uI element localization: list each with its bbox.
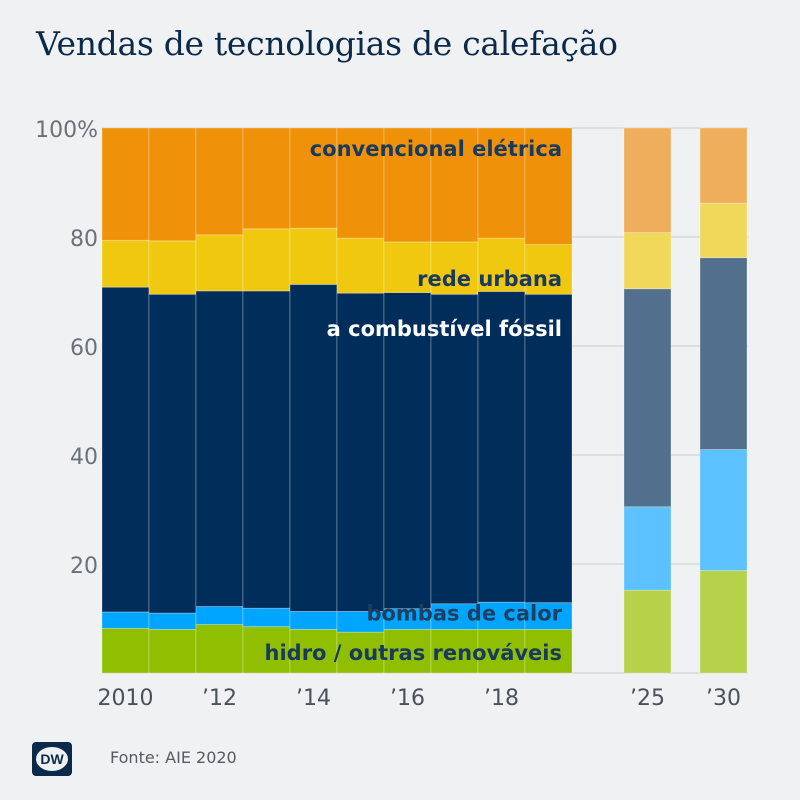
y-tick-label: 100% bbox=[35, 118, 98, 143]
bar-segment bbox=[289, 629, 338, 674]
bar-segment bbox=[101, 127, 150, 241]
bar-segment bbox=[524, 629, 573, 674]
series-label: a combustível fóssil bbox=[327, 317, 562, 341]
x-tick-label: ’25 bbox=[630, 686, 665, 711]
dw-logo: DW bbox=[32, 742, 72, 776]
bar-segment bbox=[336, 237, 385, 294]
bar-segment bbox=[430, 241, 479, 295]
y-tick-label: 80 bbox=[70, 227, 98, 252]
bar-segment bbox=[148, 629, 197, 674]
x-tick-label: ’30 bbox=[706, 686, 741, 711]
bar-segment bbox=[699, 202, 748, 259]
bar-segment bbox=[101, 627, 150, 674]
bar-segment bbox=[623, 288, 672, 508]
bar-segment bbox=[699, 570, 748, 674]
chart-title: Vendas de tecnologias de calefação bbox=[36, 24, 618, 63]
bar-segment bbox=[289, 227, 338, 285]
bar-segment bbox=[336, 127, 385, 239]
bar-segment bbox=[289, 284, 338, 612]
bar-segment bbox=[336, 292, 385, 612]
bar-segment bbox=[430, 603, 479, 630]
bar-segment bbox=[101, 611, 150, 629]
bar-segment bbox=[623, 506, 672, 591]
bar-segment bbox=[623, 232, 672, 290]
bar-segment bbox=[383, 292, 432, 610]
bar-segment bbox=[289, 611, 338, 630]
bar-segment bbox=[699, 449, 748, 571]
bar-segment bbox=[242, 290, 291, 609]
y-tick-label: 40 bbox=[70, 445, 98, 470]
bar-segment bbox=[148, 240, 197, 295]
series-label: convencional elétrica bbox=[310, 137, 562, 161]
bar-segment bbox=[699, 257, 748, 450]
series-label: rede urbana bbox=[417, 267, 562, 291]
bar-segment bbox=[195, 234, 244, 292]
bar-segment bbox=[524, 127, 573, 246]
y-tick-label: 60 bbox=[70, 336, 98, 361]
bar-segment bbox=[430, 629, 479, 674]
bar-segment bbox=[195, 624, 244, 674]
bar-segment bbox=[242, 607, 291, 628]
bar-segment bbox=[699, 127, 748, 204]
bar-segment bbox=[477, 237, 526, 292]
bar-segment bbox=[289, 127, 338, 229]
bar-segment bbox=[195, 127, 244, 236]
bar-segment bbox=[101, 239, 150, 288]
bar-segment bbox=[477, 629, 526, 674]
bar-segment bbox=[148, 612, 197, 630]
bar-segment bbox=[524, 293, 573, 604]
bar-segment bbox=[524, 602, 573, 630]
bar-segment bbox=[383, 127, 432, 243]
y-tick-label: 20 bbox=[70, 554, 98, 579]
series-label: hidro / outras renováveis bbox=[265, 641, 562, 665]
bar-segment bbox=[383, 241, 432, 293]
bar-segment bbox=[430, 293, 479, 605]
bar-segment bbox=[195, 606, 244, 625]
bar-segment bbox=[195, 290, 244, 607]
bar-segment bbox=[623, 589, 672, 674]
bar-segment bbox=[148, 293, 197, 614]
x-tick-label: ’16 bbox=[390, 686, 425, 711]
bar-segment bbox=[477, 291, 526, 603]
x-tick-label: ’18 bbox=[484, 686, 519, 711]
x-tick-label: ’14 bbox=[296, 686, 331, 711]
bar-segment bbox=[524, 244, 573, 295]
x-tick-label: 2010 bbox=[98, 686, 154, 711]
dw-logo-text: DW bbox=[40, 751, 64, 767]
source-note: Fonte: AIE 2020 bbox=[110, 748, 237, 767]
x-tick-label: ’12 bbox=[202, 686, 237, 711]
series-label: bombas de calor bbox=[366, 602, 562, 626]
bar-segment bbox=[242, 228, 291, 292]
bar-segment bbox=[101, 286, 150, 613]
bar-segment bbox=[477, 601, 526, 630]
bar-segment bbox=[623, 127, 672, 234]
bar-segment bbox=[477, 127, 526, 239]
bar-segment bbox=[336, 631, 385, 674]
bar-segment bbox=[148, 127, 197, 242]
bar-segment bbox=[242, 127, 291, 230]
